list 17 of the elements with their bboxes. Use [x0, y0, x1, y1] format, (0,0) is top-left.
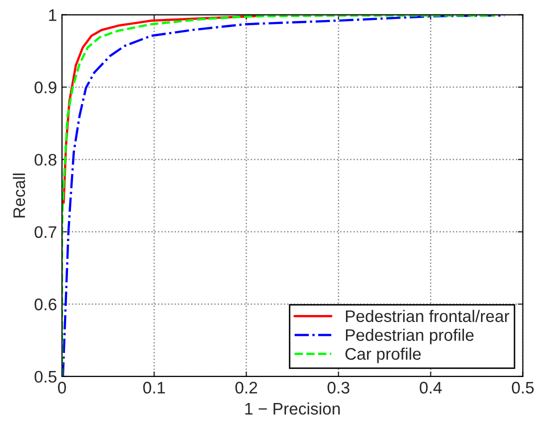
- y-tick-label: 0.8: [34, 154, 56, 166]
- y-tick-label: 0.9: [34, 82, 56, 94]
- y-axis-title: Recall: [12, 174, 26, 218]
- legend-label: Pedestrian profile: [346, 328, 474, 344]
- x-tick-label: 0: [58, 382, 66, 394]
- x-tick-label: 0.1: [143, 382, 165, 394]
- x-tick-label: 0.2: [235, 382, 258, 394]
- legend-label: Pedestrian frontal/rear: [346, 310, 510, 322]
- y-tick-label: 0.6: [34, 298, 56, 310]
- legend-label: Car profile: [345, 348, 421, 364]
- x-tick-label: 0.4: [420, 382, 442, 394]
- x-axis-title: 1 − Precision: [245, 402, 340, 415]
- y-tick-label: 0.5: [34, 370, 56, 383]
- y-tick-label: 1: [49, 9, 56, 21]
- x-tick-label: 0.5: [512, 382, 534, 394]
- y-tick-label: 0.7: [34, 226, 56, 238]
- x-tick-label: 0.3: [328, 382, 350, 394]
